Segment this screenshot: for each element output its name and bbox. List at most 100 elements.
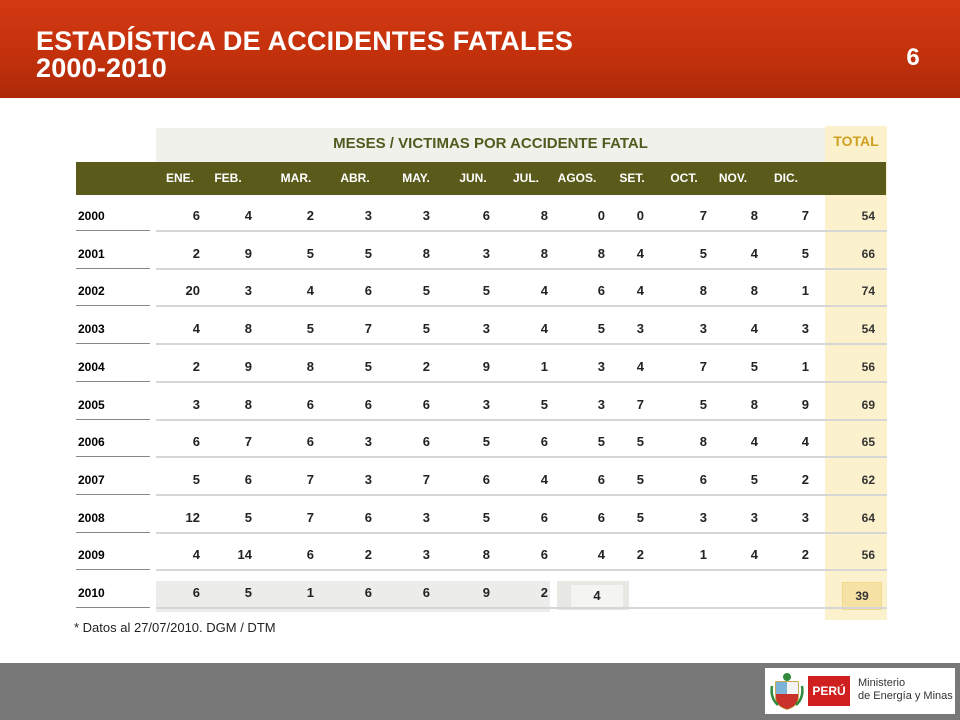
title-banner [0, 0, 960, 98]
month-header-4: MAY. [402, 171, 430, 185]
month-header-9: OCT. [670, 171, 698, 185]
month-value: 3 [244, 283, 252, 299]
month-value: 2 [306, 208, 314, 223]
month-value: 6 [192, 585, 200, 600]
month-value: 4 [540, 471, 548, 487]
row-divider [156, 305, 887, 308]
year-label: 2004 [78, 359, 105, 374]
month-value: 2 [192, 358, 200, 374]
month-value: 6 [364, 283, 372, 299]
month-value: 20 [185, 283, 200, 299]
row-total: 56 [861, 548, 875, 563]
ministry-name: Ministerio de Energía y Minas [858, 677, 953, 703]
agos-2010-inner [571, 585, 623, 609]
month-value: 14 [237, 547, 252, 563]
month-value: 6 [540, 509, 548, 525]
row-divider [156, 607, 887, 609]
month-value: 5 [636, 434, 644, 450]
month-value: 1 [699, 547, 707, 563]
month-value: 6 [597, 283, 605, 299]
month-value: 6 [306, 434, 314, 450]
month-value: 5 [244, 585, 252, 600]
month-value: 4 [636, 283, 644, 299]
month-header-6: JUL. [512, 171, 539, 185]
month-value: 9 [801, 396, 809, 412]
ministry-line-2: de Energía y Minas [858, 690, 953, 702]
month-value: 6 [192, 208, 200, 223]
month-value: 2 [801, 471, 809, 487]
month-value: 4 [192, 547, 200, 563]
month-value: 7 [306, 471, 314, 487]
year-label: 2005 [78, 397, 105, 412]
row-divider [156, 380, 887, 383]
row-total: 54 [861, 322, 875, 337]
month-value: 1 [540, 358, 548, 374]
month-value: 4 [801, 434, 809, 450]
month-value: 4 [192, 321, 200, 337]
month-value: 3 [364, 434, 372, 450]
month-value: 5 [482, 283, 490, 299]
month-value: 7 [699, 208, 707, 223]
month-value: 7 [306, 509, 314, 525]
month-value: 5 [597, 434, 605, 450]
year-label: 2007 [78, 472, 105, 487]
month-value: 7 [636, 396, 644, 412]
month-value: 6 [422, 585, 430, 600]
month-value: 6 [597, 471, 605, 487]
month-value: 3 [422, 509, 430, 525]
month-value: 3 [801, 321, 809, 337]
month-header-bar [76, 162, 886, 195]
month-header-0: ENE. [165, 171, 194, 185]
title-line-1: ESTADÍSTICA DE ACCIDENTES FATALES [36, 26, 574, 56]
ministry-line-1: Ministerio [858, 677, 906, 689]
row-divider [76, 531, 150, 533]
total-2010-box [842, 582, 882, 610]
month-value: 8 [244, 321, 252, 337]
month-header-5: JUN. [459, 171, 487, 185]
row-divider [76, 230, 150, 231]
month-value: 5 [750, 471, 758, 487]
month-value: 7 [244, 434, 252, 450]
month-value: 8 [750, 208, 758, 223]
month-value: 7 [364, 321, 372, 337]
month-value: 6 [422, 434, 430, 450]
month-value: 5 [597, 321, 605, 337]
total-title: TOTAL [833, 133, 879, 149]
month-value: 8 [482, 547, 490, 563]
row-total: 69 [861, 397, 875, 412]
row-total: 66 [861, 246, 875, 261]
row-divider [156, 267, 887, 270]
month-value: 5 [540, 396, 548, 412]
month-value: 12 [185, 509, 200, 525]
peru-brand-block: PERÚ [808, 676, 850, 706]
month-value: 3 [750, 509, 758, 525]
month-value: 8 [422, 245, 430, 261]
row-divider [76, 456, 150, 458]
month-value: 5 [422, 321, 430, 337]
last-row-shade [156, 581, 550, 612]
month-value: 3 [192, 396, 200, 412]
agos-2010-value: 4 [593, 588, 601, 603]
month-value: 4 [750, 547, 758, 563]
row-total: 54 [861, 209, 875, 223]
month-value: 4 [244, 208, 252, 223]
month-value: 3 [801, 509, 809, 525]
month-value: 1 [801, 283, 809, 299]
slide-number: 6 [906, 44, 920, 71]
year-label: 2006 [78, 435, 105, 450]
months-title: MESES / VICTIMAS POR ACCIDENTE FATAL [333, 135, 648, 152]
month-value: 2 [364, 547, 372, 563]
month-header-10: NOV. [718, 171, 748, 185]
month-value: 6 [699, 471, 707, 487]
month-value: 8 [750, 396, 758, 412]
month-value: 0 [636, 208, 644, 223]
month-value: 5 [801, 245, 809, 261]
month-value: 6 [364, 509, 372, 525]
month-value: 3 [597, 358, 605, 374]
month-value: 9 [244, 358, 252, 374]
month-value: 8 [597, 245, 605, 261]
row-divider [156, 531, 887, 534]
month-value: 3 [482, 321, 490, 337]
month-value: 8 [244, 396, 252, 412]
month-value: 6 [482, 208, 490, 223]
